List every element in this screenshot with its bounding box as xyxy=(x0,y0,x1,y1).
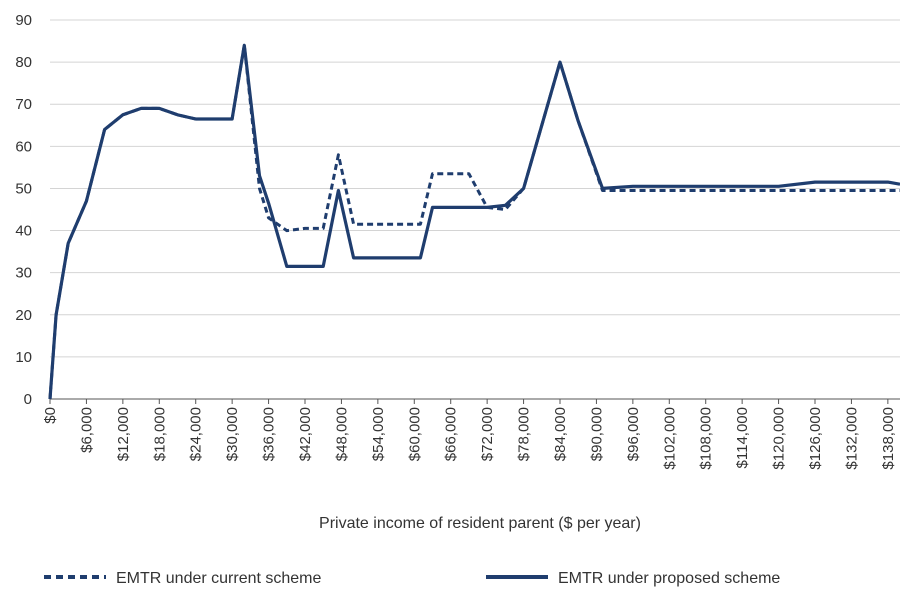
x-tick-label: $36,000 xyxy=(261,407,278,461)
x-tick-label: $114,000 xyxy=(734,407,751,468)
legend-proposed: EMTR under proposed scheme xyxy=(486,570,780,587)
x-tick-label: $30,000 xyxy=(224,407,241,461)
x-tick-label: $96,000 xyxy=(625,407,642,461)
y-tick-label: 60 xyxy=(15,138,32,155)
x-tick-label: $132,000 xyxy=(843,407,860,470)
x-tick-label: $66,000 xyxy=(443,407,460,461)
x-tick-label: $18,000 xyxy=(151,407,168,461)
x-tick-label: $72,000 xyxy=(479,407,496,461)
series-line-proposed xyxy=(48,43,900,400)
x-tick-label: $60,000 xyxy=(406,407,423,461)
x-tick-label: $120,000 xyxy=(771,407,788,470)
y-tick-label: 70 xyxy=(15,96,32,113)
x-tick-label: $84,000 xyxy=(552,407,569,461)
x-axis-title: Private income of resident parent ($ per… xyxy=(319,515,641,532)
y-tick-label: 10 xyxy=(15,349,32,366)
x-tick-label: $138,000 xyxy=(880,407,897,470)
x-tick-label: $78,000 xyxy=(516,407,533,461)
legend-label: EMTR under current scheme xyxy=(116,570,322,587)
x-tick-label: $102,000 xyxy=(661,407,678,470)
y-tick-label: 80 xyxy=(15,54,32,71)
x-tick-label: $108,000 xyxy=(698,407,715,470)
x-tick-label: $12,000 xyxy=(115,407,132,461)
x-tick-label: $42,000 xyxy=(297,407,314,461)
legend-label: EMTR under proposed scheme xyxy=(558,570,780,587)
legend-current: EMTR under current scheme xyxy=(44,570,322,587)
y-axis-ticks: 0 10 20 30 40 50 60 70 80 90 xyxy=(15,12,32,408)
x-tick-label: $90,000 xyxy=(588,407,605,461)
x-tick-label: $24,000 xyxy=(188,407,205,461)
gridlines xyxy=(50,19,900,358)
y-tick-label: 20 xyxy=(15,307,32,324)
y-tick-label: 30 xyxy=(15,265,32,282)
legend: EMTR under current scheme EMTR under prop… xyxy=(44,570,780,587)
x-tick-label: $54,000 xyxy=(370,407,387,461)
y-tick-label: 40 xyxy=(15,223,32,240)
y-tick-label: 50 xyxy=(15,180,32,197)
series-line-current xyxy=(48,43,900,400)
y-tick-label: 90 xyxy=(15,12,32,29)
x-tick-label: $48,000 xyxy=(333,407,350,461)
x-tick-label: $0 xyxy=(42,407,59,424)
x-tick-label: $126,000 xyxy=(807,407,824,470)
y-tick-label: 0 xyxy=(24,391,32,408)
series-lines xyxy=(48,43,900,400)
x-tick-label: $6,000 xyxy=(78,407,95,453)
x-axis: $0 $6,000 $12,000 $18,000 $24,000 $30,000 $36,… xyxy=(42,398,900,470)
